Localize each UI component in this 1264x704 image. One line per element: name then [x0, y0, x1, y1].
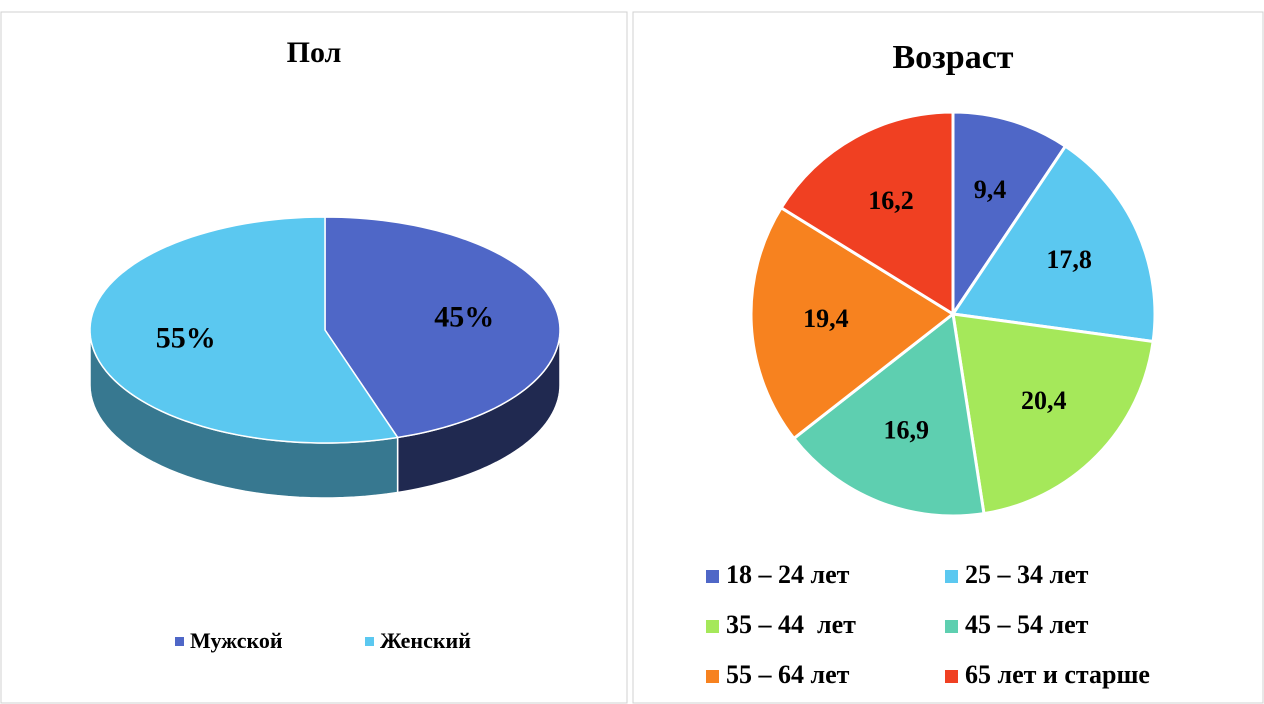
data-label: 16,9 — [883, 415, 929, 444]
data-label: 20,4 — [1021, 386, 1067, 415]
legend-swatch — [706, 670, 719, 683]
legend-label: 25 – 34 лет — [965, 560, 1089, 589]
slice — [951, 312, 1155, 516]
slice — [951, 110, 1068, 319]
legend-label: Женский — [380, 628, 471, 653]
data-label: 19,4 — [803, 304, 849, 333]
legend-swatch — [706, 620, 719, 633]
slice — [749, 205, 956, 441]
legend-label: 55 – 64 лет — [726, 660, 850, 689]
chart-title: Возраст — [892, 39, 1013, 76]
legend-swatch — [706, 570, 719, 583]
legend-label: 45 – 54 лет — [965, 610, 1089, 639]
slice — [779, 110, 955, 317]
data-label: 9,4 — [974, 175, 1007, 204]
legend-swatch — [945, 670, 958, 683]
data-label: 17,8 — [1046, 245, 1092, 274]
legend-swatch — [945, 620, 958, 633]
chart-title: Пол — [287, 36, 342, 69]
slice — [950, 144, 1157, 344]
slice — [791, 311, 986, 518]
legend-swatch — [365, 637, 374, 646]
legend-label: 18 – 24 лет — [726, 560, 850, 589]
slice — [324, 216, 561, 439]
data-label: 45% — [434, 300, 494, 333]
legend-swatch — [945, 570, 958, 583]
panel-border — [0, 11, 628, 704]
data-label: 16,2 — [868, 186, 914, 215]
panel-border — [632, 11, 1264, 704]
legend-label: Мужской — [190, 628, 283, 653]
data-label: 55% — [156, 321, 216, 354]
legend-swatch — [175, 637, 184, 646]
slice — [89, 216, 399, 444]
legend-label: 35 – 44 лет — [726, 610, 856, 639]
legend-label: 65 лет и старше — [965, 660, 1150, 689]
